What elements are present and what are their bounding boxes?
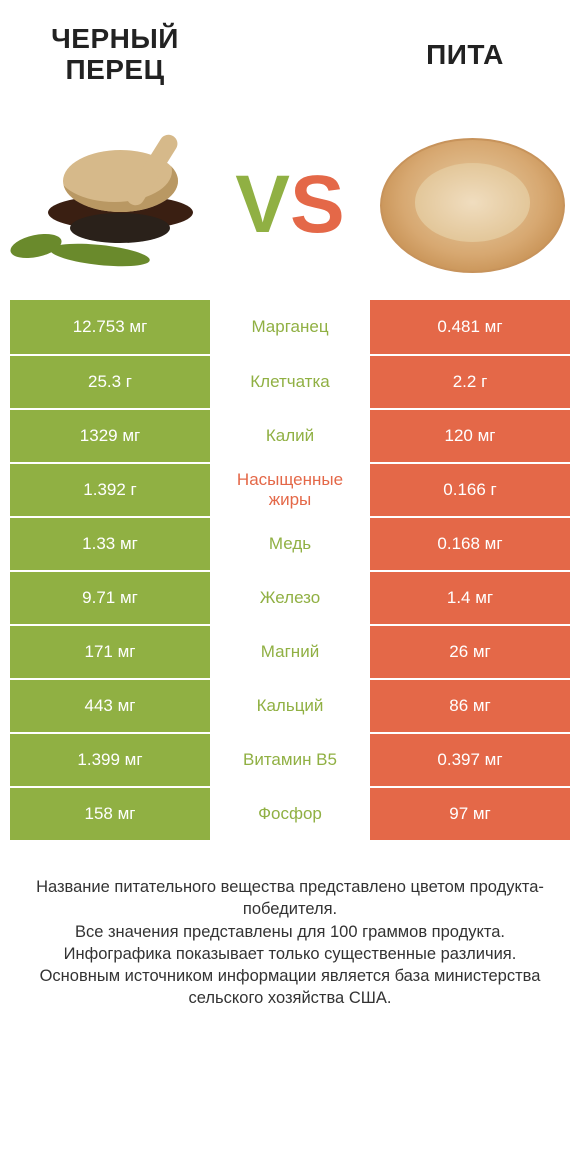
table-row: 443 мгКальций86 мг (10, 678, 570, 732)
left-product-col: ЧЕРНЫЙ ПЕРЕЦ (0, 24, 230, 86)
image-vs-row: VS (0, 110, 580, 300)
right-value-cell: 0.166 г (370, 464, 570, 516)
right-value-cell: 0.397 мг (370, 734, 570, 786)
nutrient-label: Медь (210, 518, 370, 570)
vs-v: V (235, 164, 290, 246)
table-row: 12.753 мгМарганец0.481 мг (10, 300, 570, 354)
nutrient-label: Кальций (210, 680, 370, 732)
nutrient-label: Фосфор (210, 788, 370, 840)
footer-line-1: Название питательного вещества представл… (28, 876, 552, 921)
nutrient-label: Железо (210, 572, 370, 624)
footer-line-2: Все значения представлены для 100 граммо… (28, 921, 552, 943)
table-row: 1.399 мгВитамин B50.397 мг (10, 732, 570, 786)
table-row: 25.3 гКлетчатка2.2 г (10, 354, 570, 408)
right-value-cell: 97 мг (370, 788, 570, 840)
comparison-table: 12.753 мгМарганец0.481 мг25.3 гКлетчатка… (10, 300, 570, 840)
left-value-cell: 1.33 мг (10, 518, 210, 570)
footer-notes: Название питательного вещества представл… (0, 840, 580, 1174)
footer-line-4: Основным источником информации является … (28, 965, 552, 1010)
left-value-cell: 1329 мг (10, 410, 210, 462)
left-value-cell: 1.399 мг (10, 734, 210, 786)
nutrient-label: Марганец (210, 300, 370, 354)
left-value-cell: 443 мг (10, 680, 210, 732)
nutrient-label: Витамин B5 (210, 734, 370, 786)
nutrient-label: Калий (210, 410, 370, 462)
vs-label: VS (215, 164, 365, 246)
left-value-cell: 12.753 мг (10, 300, 210, 354)
nutrient-label: Насыщенные жиры (210, 464, 370, 516)
table-row: 9.71 мгЖелезо1.4 мг (10, 570, 570, 624)
right-value-cell: 0.481 мг (370, 300, 570, 354)
pepper-icon (8, 125, 208, 285)
left-value-cell: 171 мг (10, 626, 210, 678)
right-value-cell: 120 мг (370, 410, 570, 462)
table-row: 1329 мгКалий120 мг (10, 408, 570, 462)
nutrient-label: Магний (210, 626, 370, 678)
left-product-image (0, 125, 215, 285)
header-row: ЧЕРНЫЙ ПЕРЕЦ ПИТА (0, 0, 580, 110)
right-product-col: ПИТА (350, 40, 580, 71)
right-value-cell: 26 мг (370, 626, 570, 678)
right-value-cell: 1.4 мг (370, 572, 570, 624)
table-row: 1.392 гНасыщенные жиры0.166 г (10, 462, 570, 516)
table-row: 1.33 мгМедь0.168 мг (10, 516, 570, 570)
right-value-cell: 86 мг (370, 680, 570, 732)
footer-line-3: Инфографика показывает только существенн… (28, 943, 552, 965)
left-value-cell: 1.392 г (10, 464, 210, 516)
left-product-name: ЧЕРНЫЙ ПЕРЕЦ (0, 24, 230, 86)
vs-s: S (290, 164, 345, 246)
left-value-cell: 25.3 г (10, 356, 210, 408)
right-value-cell: 2.2 г (370, 356, 570, 408)
right-product-image (365, 125, 580, 285)
right-product-name: ПИТА (350, 40, 580, 71)
nutrient-label: Клетчатка (210, 356, 370, 408)
pita-icon (373, 125, 573, 285)
left-value-cell: 9.71 мг (10, 572, 210, 624)
right-value-cell: 0.168 мг (370, 518, 570, 570)
table-row: 158 мгФосфор97 мг (10, 786, 570, 840)
table-row: 171 мгМагний26 мг (10, 624, 570, 678)
left-value-cell: 158 мг (10, 788, 210, 840)
